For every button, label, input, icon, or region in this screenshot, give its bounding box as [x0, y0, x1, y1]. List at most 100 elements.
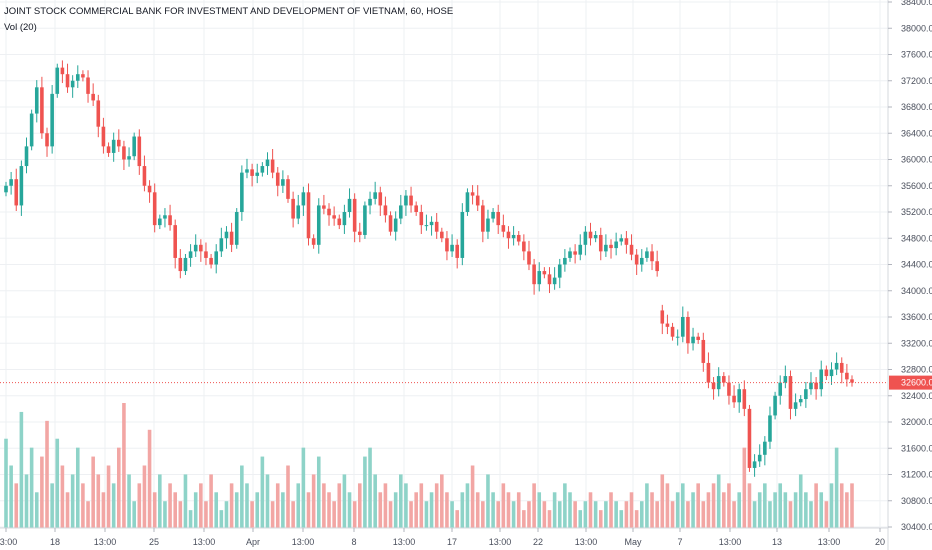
volume-bar	[363, 456, 367, 528]
candle-body	[106, 146, 111, 153]
last-price-value: 32600.0	[901, 378, 932, 388]
candle-body	[337, 218, 342, 226]
volume-bar	[368, 447, 372, 528]
volume-bar	[214, 492, 219, 528]
time-tick-label: 8	[351, 537, 356, 547]
volume-bar	[86, 501, 90, 528]
volume-bar	[122, 403, 126, 528]
candle-body	[9, 179, 13, 186]
volume-bar	[81, 483, 85, 528]
candle-body	[763, 441, 767, 455]
candle-body	[798, 399, 803, 403]
volume-bar	[824, 501, 829, 528]
volume-bar	[670, 501, 675, 528]
volume-bar	[778, 483, 783, 528]
candle-body	[322, 205, 326, 209]
volume-bar	[106, 465, 111, 528]
volume-bars	[4, 403, 854, 528]
volume-bar	[542, 501, 547, 528]
volume-bar	[158, 474, 162, 528]
candle-body	[55, 67, 60, 94]
candle-body	[163, 215, 167, 219]
candle-body	[778, 382, 783, 396]
candle-body	[634, 254, 639, 265]
candle-body	[839, 362, 844, 373]
candle-body	[475, 195, 480, 206]
volume-bar	[563, 483, 567, 528]
volume-bar	[839, 483, 844, 528]
candle-body	[686, 317, 690, 344]
candle-body	[332, 215, 336, 219]
volume-bar	[404, 483, 408, 528]
volume-bar	[716, 474, 721, 528]
candle-body	[296, 205, 301, 219]
volume-bar	[650, 492, 654, 528]
candle-body	[809, 382, 813, 390]
price-tick-label: 31200.0	[901, 470, 932, 480]
candle-body	[219, 238, 224, 252]
volume-bar	[496, 501, 501, 528]
candle-body	[624, 238, 629, 245]
candle-body	[732, 395, 736, 403]
volume-bar	[732, 501, 736, 528]
volume-bar	[352, 501, 357, 528]
candlesticks	[4, 60, 854, 477]
candle-body	[814, 382, 818, 390]
volume-bar	[14, 483, 19, 528]
candle-body	[127, 156, 131, 160]
time-axis[interactable]: 13:00 18 13:00 25 13:00 Apr 13:00 8 13:00 17 13:00…	[0, 527, 888, 547]
candle-body	[50, 93, 54, 147]
volume-bar	[388, 501, 393, 528]
volume-bar	[701, 501, 706, 528]
volume-bar	[357, 483, 362, 528]
volume-bar	[522, 510, 526, 528]
candle-body	[81, 74, 85, 78]
candle-body	[629, 244, 634, 255]
volume-bar	[132, 501, 136, 528]
candle-body	[399, 205, 403, 219]
grid-lines	[0, 0, 888, 528]
candle-body	[722, 376, 726, 383]
volume-bar	[619, 510, 624, 528]
time-tick-label: 13:00	[818, 537, 841, 547]
volume-bar	[634, 510, 639, 528]
candle-body	[604, 244, 608, 252]
candle-body	[429, 221, 434, 226]
price-tick-label: 34000.0	[901, 286, 932, 296]
volume-bar	[819, 492, 824, 528]
candle-body	[470, 192, 475, 196]
volume-bar	[655, 501, 659, 528]
candle-body	[578, 244, 583, 255]
volume-bar	[557, 501, 562, 528]
candle-body	[168, 215, 172, 226]
volume-bar	[111, 483, 116, 528]
time-tick-label: 13:00	[292, 537, 315, 547]
candle-body	[552, 277, 557, 285]
candle-body	[573, 251, 577, 255]
candle-body	[65, 74, 70, 88]
candle-body	[516, 234, 521, 242]
candle-body	[511, 234, 516, 239]
candle-body	[404, 195, 408, 206]
candle-body	[383, 205, 388, 216]
candle-body	[142, 166, 147, 186]
volume-bar	[645, 483, 649, 528]
candle-body	[496, 212, 501, 226]
volume-bar	[296, 483, 301, 528]
volume-bar	[265, 474, 270, 528]
candle-body	[173, 225, 177, 258]
volume-bar	[327, 492, 331, 528]
candle-body	[501, 225, 506, 232]
price-tick-label: 30800.0	[901, 496, 932, 506]
volume-bar	[332, 501, 336, 528]
volume-bar	[45, 420, 49, 528]
volume-bar	[409, 501, 413, 528]
volume-bar	[501, 483, 506, 528]
price-axis[interactable]: 38400.0 38000.0 37600.0 37200.0 36800.0 36400…	[887, 0, 932, 550]
price-tick-label: 34800.0	[901, 233, 932, 243]
candle-body	[240, 172, 244, 212]
candle-body	[342, 212, 347, 226]
volume-indicator-label: Vol (20)	[4, 22, 37, 33]
volume-bar	[424, 501, 429, 528]
